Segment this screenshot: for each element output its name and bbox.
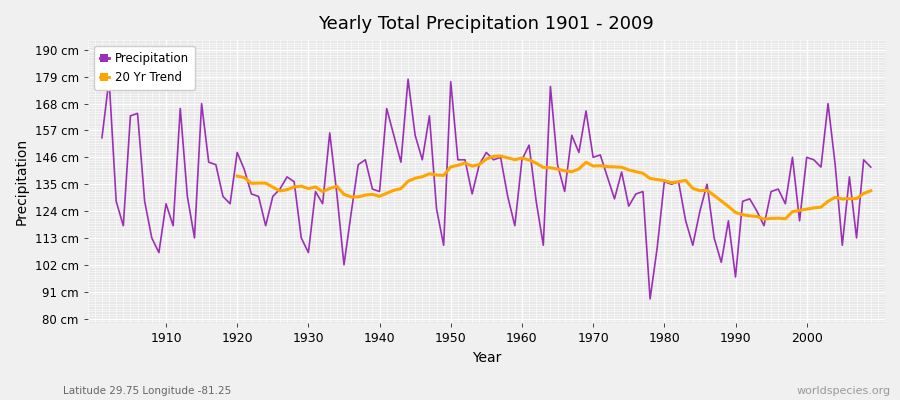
- Title: Yearly Total Precipitation 1901 - 2009: Yearly Total Precipitation 1901 - 2009: [319, 15, 654, 33]
- Text: worldspecies.org: worldspecies.org: [796, 386, 891, 396]
- Legend: Precipitation, 20 Yr Trend: Precipitation, 20 Yr Trend: [94, 46, 195, 90]
- Text: Latitude 29.75 Longitude -81.25: Latitude 29.75 Longitude -81.25: [63, 386, 231, 396]
- Y-axis label: Precipitation: Precipitation: [15, 138, 29, 225]
- X-axis label: Year: Year: [472, 351, 501, 365]
